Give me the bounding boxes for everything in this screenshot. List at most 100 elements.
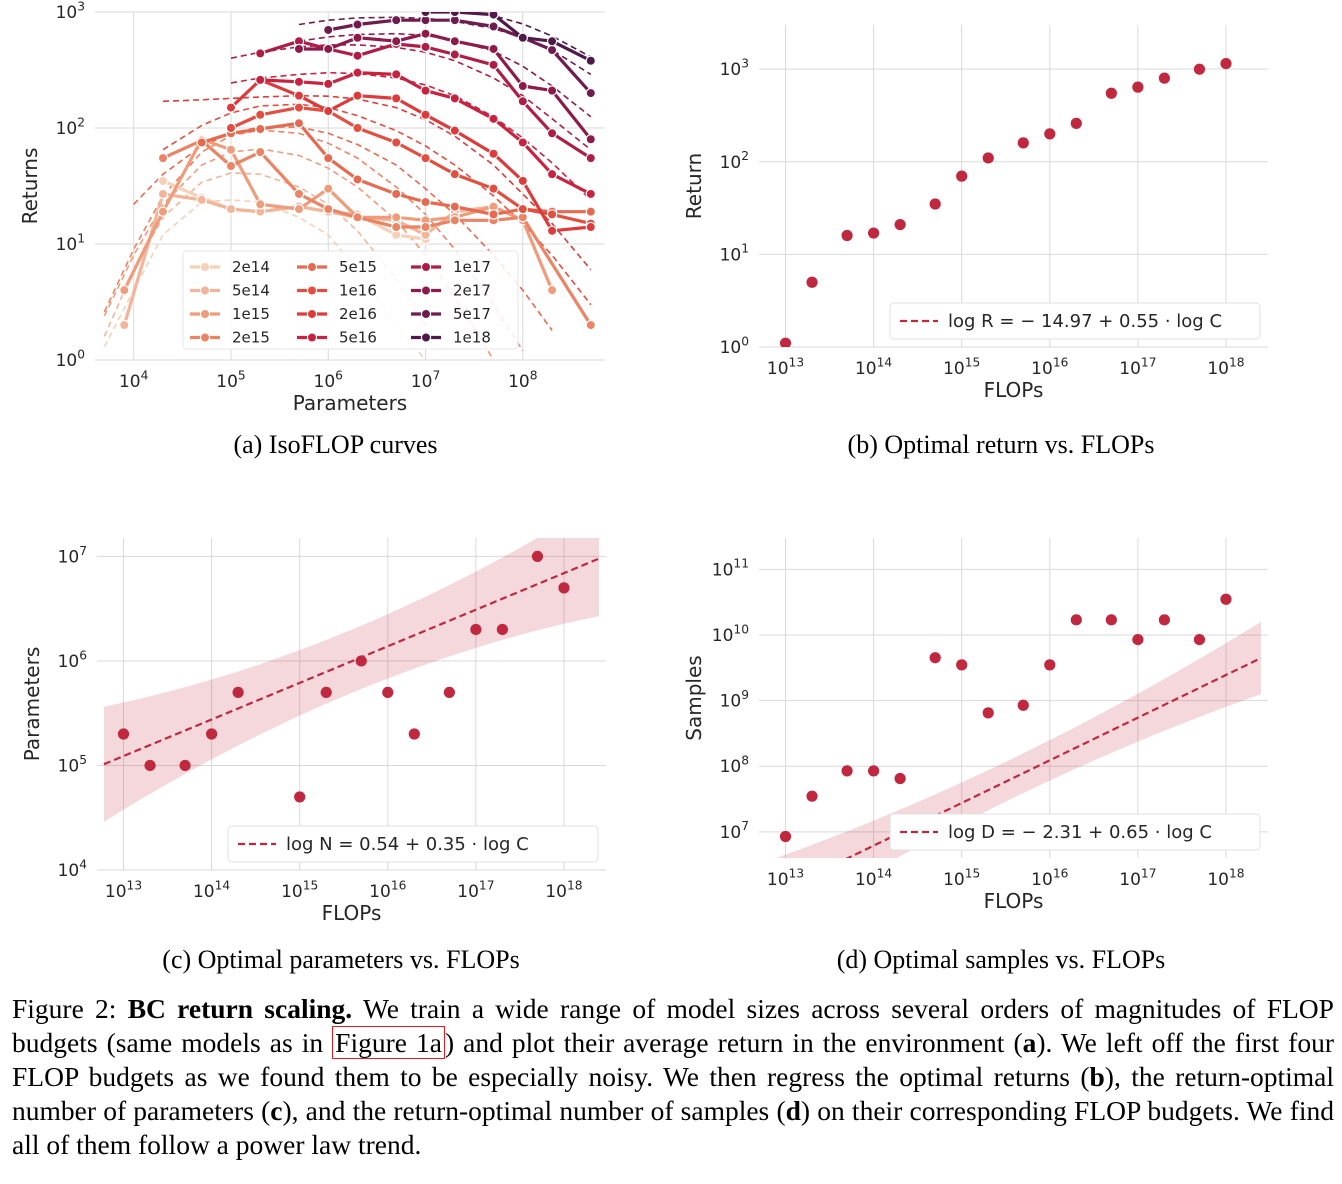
legend-label: log D = − 2.31 + 0.65 · log C (948, 822, 1212, 843)
x-tick-label: 108 (508, 368, 537, 392)
panel-d: 1013 1014 1015 1016 1017 1018 107 108 109 1010 101… (671, 515, 1342, 974)
data-point (558, 582, 570, 594)
data-point-2e17 (488, 43, 499, 55)
series-line-5e14 (122, 192, 494, 326)
subcaption-c: (c) Optimal parameters vs. FLOPs (162, 945, 520, 974)
data-point-1e18 (392, 0, 401, 7)
caption-text-3: ). We left off the first four FLOP budge… (12, 1027, 1335, 1092)
data-point-2e15 (225, 160, 237, 172)
data-point-5e15 (585, 206, 596, 217)
data-point-2e17 (323, 43, 334, 55)
data-point-5e17 (352, 19, 363, 30)
plot-area-a (103, 0, 596, 360)
data-point-1e16 (420, 152, 431, 164)
data-point-2e16 (449, 125, 461, 136)
data-point-1e18 (420, 12, 431, 18)
data-point-2e16 (420, 109, 431, 120)
legend-label-5e14: 5e14 (232, 282, 270, 300)
legend-marker-1e18 (420, 332, 432, 343)
data-point (1044, 128, 1056, 140)
figure-caption: Figure 2: BC return scaling. We train a … (12, 992, 1334, 1162)
data-point-5e16 (391, 69, 402, 80)
legend-marker-1e16 (306, 285, 318, 296)
plot-area-c (103, 538, 600, 845)
data-point-1e15 (546, 284, 558, 296)
data-point (144, 759, 156, 772)
data-point-1e16 (517, 203, 528, 215)
data-point (956, 170, 968, 182)
legend-label-1e18: 1e18 (453, 329, 491, 347)
subcaption-d: (d) Optimal samples vs. FLOPs (836, 945, 1166, 974)
figure-1a-link[interactable]: Figure 1a (332, 1026, 445, 1059)
legend-label: log R = − 14.97 + 0.55 · log C (948, 311, 1222, 332)
data-point-2e15 (323, 203, 334, 215)
regression-line (845, 657, 1262, 858)
data-point-1e17 (517, 96, 528, 107)
caption-bold-d: d (785, 1095, 801, 1126)
data-point-5e17 (546, 44, 558, 56)
data-point-5e15 (449, 201, 461, 212)
data-point (929, 652, 941, 664)
data-point-2e16 (585, 221, 596, 233)
x-tick-label: 1014 (855, 866, 892, 890)
data-point-1e16 (225, 122, 237, 134)
x-tick-label: 1014 (193, 878, 230, 902)
x-tick-label: 106 (314, 368, 344, 392)
panel-c: 1013 1014 1015 1016 1017 1018 104 105 106 107 FLOP… (0, 515, 671, 974)
data-point-2e16 (546, 225, 558, 236)
data-point (206, 728, 218, 740)
data-point-2e15 (449, 215, 461, 226)
x-tick-label: 1016 (369, 878, 406, 902)
data-point-2e16 (488, 148, 499, 159)
plot-area-d (776, 593, 1262, 858)
data-point (294, 791, 306, 803)
data-point-5e16 (517, 137, 528, 148)
fit-curve-1e17 (230, 44, 592, 151)
y-axis-label: Samples (682, 655, 706, 740)
y-tick-label: 101 (56, 231, 85, 255)
data-point-1e18 (585, 55, 596, 66)
data-point-2e15 (157, 152, 169, 164)
data-point (894, 218, 906, 231)
data-point (408, 728, 420, 740)
y-tick-label: 109 (720, 688, 749, 712)
panel-a: 104 105 106 107 108 100 101 102 103 Parameters Ret… (0, 0, 671, 459)
series-line-2e17 (299, 32, 593, 141)
y-tick-label: 101 (720, 242, 749, 266)
data-point-2e16 (517, 175, 528, 187)
data-point-2e15 (352, 212, 363, 223)
data-point-1e17 (546, 128, 558, 139)
data-point-2e16 (293, 90, 305, 101)
data-point-1e15 (157, 206, 169, 217)
legend-marker-1e15 (199, 308, 211, 320)
legend-label-1e15: 1e15 (232, 305, 270, 323)
data-point-5e16 (352, 67, 363, 78)
y-tick-label: 106 (58, 648, 88, 672)
data-point (868, 227, 880, 239)
data-point (1070, 614, 1082, 626)
data-point-1e16 (488, 183, 499, 194)
y-tick-label: 100 (56, 347, 85, 371)
caption-text-6: ) on their corresponding FLOP budgets. W… (12, 1095, 1334, 1160)
parameters-vs-flops-chart: 1013 1014 1015 1016 1017 1018 104 105 106 107 FLOP… (20, 538, 606, 925)
x-axis-label: FLOPs (322, 901, 382, 925)
data-point-1e15 (293, 203, 305, 215)
legend-marker-5e14 (199, 285, 211, 296)
legend-marker-2e16 (306, 308, 318, 320)
data-point-5e14 (196, 194, 207, 206)
data-point-1e18 (517, 32, 528, 43)
x-tick-label: 107 (411, 368, 440, 392)
data-point (1158, 614, 1170, 626)
data-point (1044, 659, 1056, 671)
x-tick-label: 1018 (1207, 355, 1244, 379)
data-point-1e16 (255, 109, 266, 120)
y-tick-label: 103 (56, 0, 85, 23)
legend-label-2e16: 2e16 (339, 305, 377, 323)
subcaption-b: (b) Optimal return vs. FLOPs (847, 430, 1155, 459)
data-point-5e15 (488, 209, 499, 220)
data-point (1132, 633, 1144, 646)
data-point-2e14 (157, 175, 169, 187)
caption-title: BC return scaling. (127, 993, 353, 1024)
data-point-5e15 (196, 137, 207, 148)
data-point (956, 659, 968, 671)
